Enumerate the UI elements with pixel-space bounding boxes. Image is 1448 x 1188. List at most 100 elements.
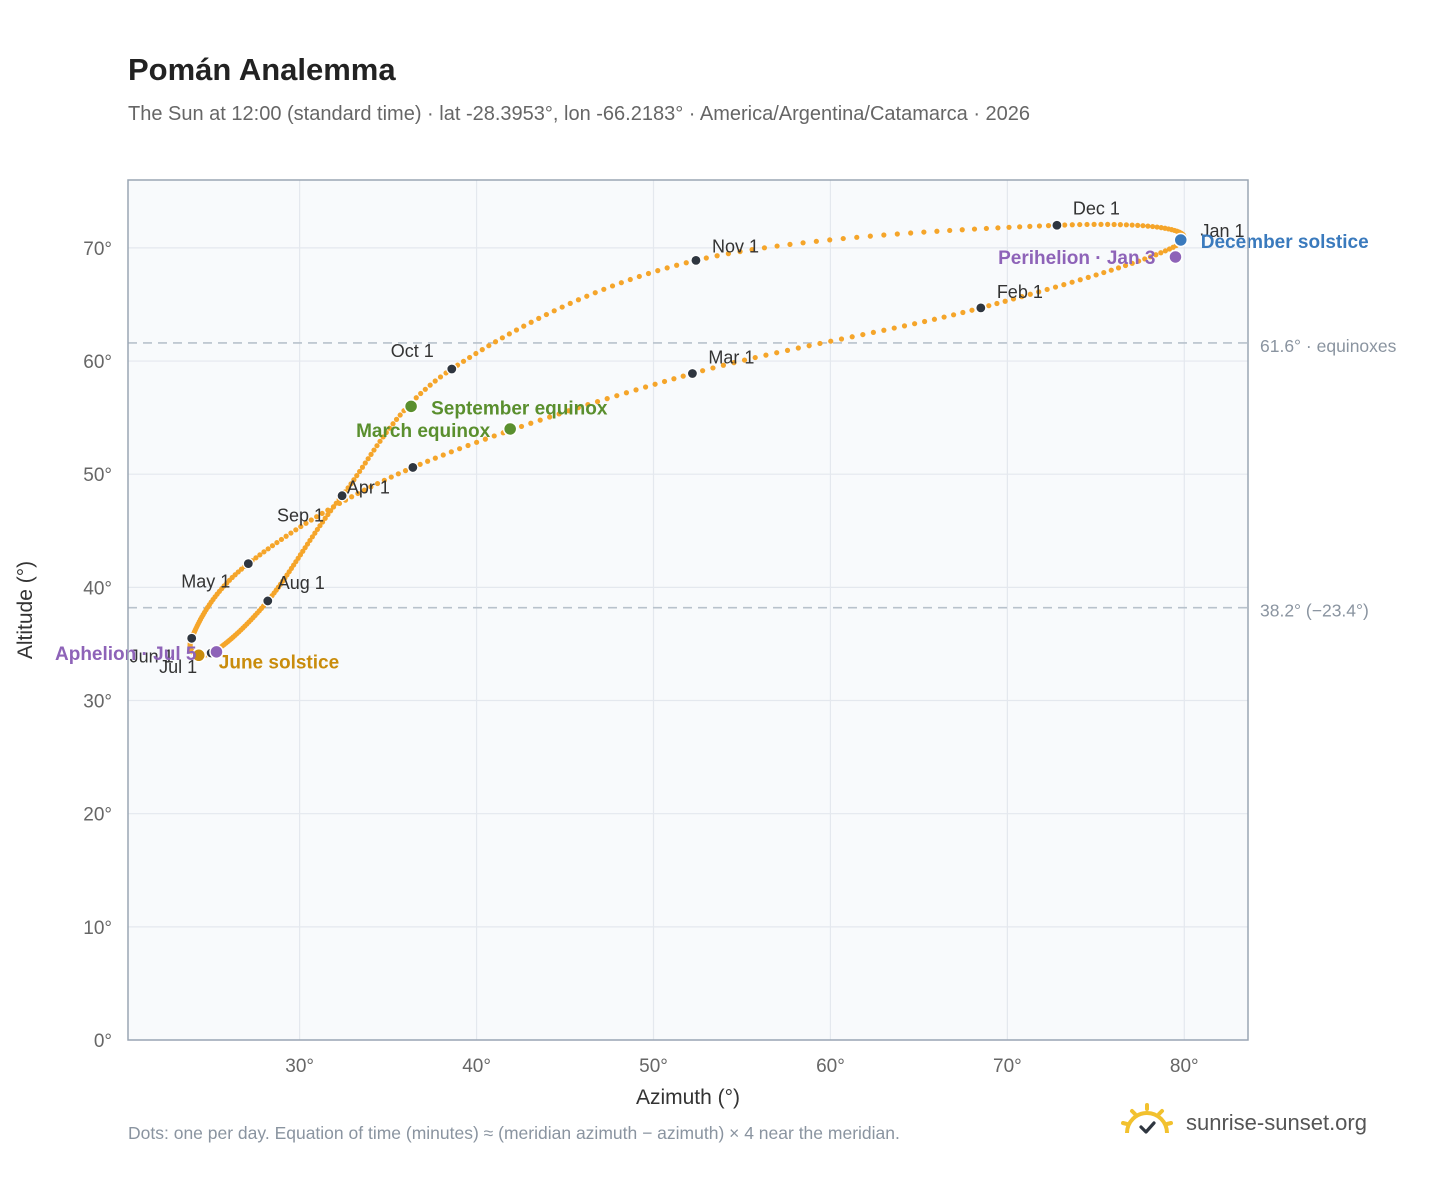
daily-sun-dot — [380, 434, 386, 440]
daily-sun-dot — [1036, 223, 1043, 229]
daily-sun-dot — [800, 240, 806, 246]
daily-sun-dot — [328, 508, 334, 514]
daily-sun-dot — [567, 300, 573, 306]
daily-sun-dot — [1147, 254, 1154, 260]
apsis-marker — [1168, 249, 1183, 265]
daily-sun-dot — [1006, 224, 1012, 230]
daily-sun-dot — [725, 251, 731, 257]
month-label: Jun 1 — [130, 646, 174, 666]
daily-sun-dot — [365, 456, 371, 462]
y-tick-label: 40° — [83, 578, 112, 599]
reference-lines: 61.6° · equinoxes 38.2° (−23.4°) — [128, 336, 1397, 621]
daily-sun-dot — [986, 303, 992, 309]
x-tick-label: 50° — [639, 1056, 668, 1077]
daily-sun-dot — [840, 235, 846, 242]
footnote: Dots: one per day. Equation of time (min… — [128, 1123, 900, 1143]
daily-sun-dot — [741, 357, 748, 363]
daily-sun-dot — [683, 260, 689, 266]
daily-sun-dot — [309, 534, 315, 540]
daily-sun-dot — [556, 411, 562, 417]
daily-sun-dot — [720, 362, 726, 368]
event-label: December solstice — [1201, 232, 1369, 253]
x-tick-label: 70° — [993, 1056, 1022, 1077]
daily-sun-dot — [1002, 298, 1008, 304]
daily-sun-dot — [894, 231, 900, 237]
daily-sun-dot — [417, 461, 423, 467]
daily-sun-dot — [371, 447, 377, 453]
daily-sun-dot — [901, 323, 908, 329]
daily-sun-dot — [536, 315, 542, 321]
daily-sun-dot — [763, 352, 769, 358]
x-tick-label: 40° — [462, 1056, 491, 1077]
daily-sun-dot — [614, 393, 620, 399]
daily-sun-dot — [787, 241, 793, 247]
daily-sun-dot — [1166, 246, 1173, 252]
daily-sun-dot — [362, 460, 368, 466]
y-axis-label: Altitude (°) — [14, 561, 37, 659]
daily-sun-dot — [652, 381, 658, 387]
daily-sun-dot — [828, 338, 834, 344]
daily-sun-dot — [774, 350, 780, 356]
month-label: Dec 1 — [1073, 198, 1120, 218]
daily-sun-dot — [674, 262, 680, 268]
daily-sun-dot — [784, 347, 791, 353]
daily-sun-dot — [1123, 222, 1129, 228]
daily-sun-dot — [460, 358, 467, 364]
brand-link[interactable]: sunrise-sunset.org — [1120, 1100, 1367, 1146]
daily-sun-dot — [1045, 222, 1052, 229]
month-marker — [186, 632, 198, 644]
june-solstice-marker — [191, 648, 207, 663]
daily-sun-dot — [950, 312, 957, 318]
daily-sun-dot — [795, 345, 801, 351]
apsis-marker — [209, 644, 224, 660]
daily-sun-dot — [995, 225, 1001, 231]
daily-sun-dot — [1098, 221, 1104, 227]
daily-sun-dot — [633, 387, 639, 393]
daily-sun-dot — [368, 451, 374, 457]
daily-sun-dot — [325, 511, 331, 518]
daily-sun-dot — [1108, 267, 1114, 273]
daily-sun-dot — [491, 433, 497, 439]
y-tick-label: 70° — [83, 239, 112, 260]
daily-sun-dot — [265, 546, 271, 552]
daily-sun-dot — [881, 232, 887, 238]
daily-sun-dot — [912, 321, 918, 327]
daily-sun-dot — [257, 552, 263, 558]
daily-sun-dot — [448, 449, 454, 455]
daily-sun-dot — [1111, 221, 1117, 228]
daily-sun-dot — [465, 442, 471, 449]
daily-sun-dot — [931, 316, 938, 322]
daily-sun-dot — [854, 234, 860, 240]
daily-sun-dot — [714, 253, 720, 259]
daily-sun-dot — [1129, 260, 1135, 266]
daily-sun-dot — [983, 225, 989, 232]
y-tick-label: 60° — [83, 352, 112, 373]
daily-sun-dot — [575, 297, 582, 303]
reference-line-label: 38.2° (−23.4°) — [1260, 601, 1369, 621]
event-label: Perihelion · Jan 3 — [998, 248, 1155, 269]
daily-sun-dot — [1077, 221, 1083, 228]
daily-sun-dot — [312, 530, 318, 536]
daily-sun-dot — [1158, 225, 1164, 231]
chart-title: Pomán Analemma — [128, 52, 396, 87]
daily-sun-dot — [513, 327, 520, 333]
daily-sun-dot — [700, 368, 706, 374]
x-tick-label: 60° — [816, 1056, 845, 1077]
daily-sun-dot — [547, 414, 553, 420]
daily-sun-dot — [969, 307, 975, 313]
daily-sun-dot — [474, 439, 480, 445]
daily-sun-dot — [664, 265, 670, 271]
month-label: Mar 1 — [708, 348, 754, 368]
daily-sun-dot — [601, 286, 607, 292]
daily-sun-dot — [319, 510, 325, 517]
daily-sun-dot — [397, 412, 403, 418]
daily-sun-dot — [1136, 258, 1142, 264]
daily-sun-dot — [710, 365, 716, 371]
y-tick-label: 10° — [83, 918, 112, 939]
daily-sun-dot — [1117, 222, 1123, 228]
daily-sun-dot — [737, 248, 743, 255]
daily-sun-dot — [661, 378, 668, 385]
y-tick-label: 20° — [83, 805, 112, 826]
daily-sun-dot — [269, 543, 276, 549]
